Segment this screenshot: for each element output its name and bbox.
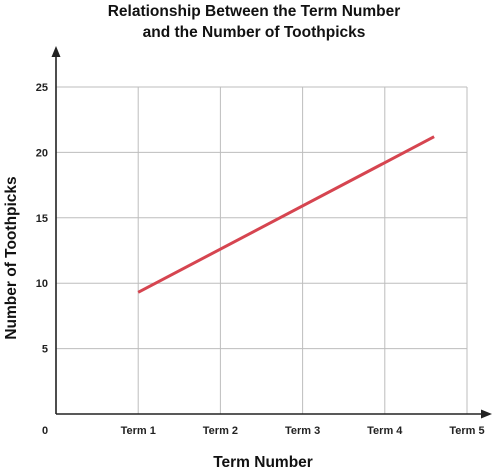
y-tick-label-10: 10	[36, 278, 48, 290]
chart-title-line-1: Relationship Between the Term Number	[108, 3, 401, 20]
x-tick-label-3: Term 3	[285, 425, 320, 437]
horizontal-gridlines	[56, 86, 467, 350]
series-line-1	[137, 135, 435, 294]
data-series	[137, 135, 435, 294]
y-tick-label-5: 5	[42, 344, 48, 356]
y-tick-label-20: 20	[36, 147, 48, 159]
x-tick-label-5: Term 5	[449, 425, 484, 437]
vertical-gridlines	[137, 87, 468, 414]
x-tick-labels: Term 1 Term 2 Term 3 Term 4 Term 5	[121, 425, 485, 437]
y-tick-labels: 5 10 15 20 25	[36, 82, 48, 356]
x-tick-label-2: Term 2	[203, 425, 238, 437]
y-tick-label-25: 25	[36, 82, 48, 94]
x-axis-arrow-icon	[481, 409, 492, 419]
x-tick-label-1: Term 1	[121, 425, 156, 437]
chart-title-line-2: and the Number of Toothpicks	[143, 24, 366, 41]
y-tick-label-15: 15	[36, 213, 48, 225]
x-axis-label: Term Number	[213, 454, 313, 471]
x-tick-label-4: Term 4	[367, 425, 403, 437]
x-origin-label: 0	[42, 425, 48, 437]
y-axis-label: Number of Toothpicks	[3, 176, 20, 339]
y-axis-arrow-icon	[51, 46, 61, 57]
